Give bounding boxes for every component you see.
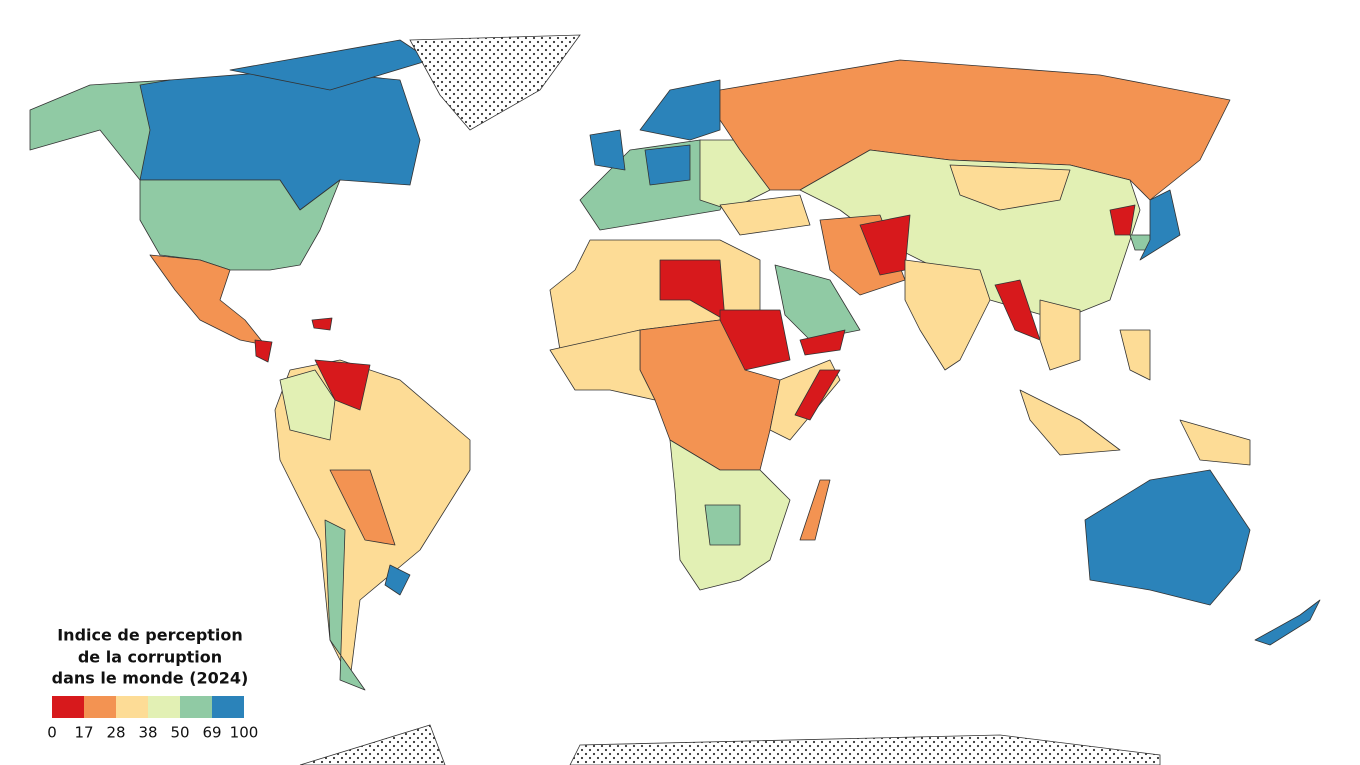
country — [1254, 599, 1321, 646]
country — [149, 254, 266, 346]
legend-swatch — [180, 696, 212, 718]
country — [904, 259, 991, 371]
legend-title: de la corruption — [78, 648, 222, 667]
legend-swatch — [148, 696, 180, 718]
no-data — [299, 724, 446, 765]
legend-swatch — [212, 696, 244, 718]
country — [314, 359, 371, 411]
country — [644, 144, 691, 186]
country — [704, 504, 741, 546]
country — [639, 79, 721, 141]
country — [589, 129, 626, 171]
legend-label: 17 — [74, 724, 93, 742]
legend-swatch — [84, 696, 116, 718]
no-data — [569, 734, 1161, 765]
legend-label: 69 — [202, 724, 221, 742]
country — [719, 194, 811, 236]
legend-swatch — [52, 696, 84, 718]
country — [384, 564, 411, 596]
country — [794, 369, 841, 421]
country — [329, 469, 396, 546]
countries — [29, 34, 1321, 765]
country — [799, 479, 831, 541]
country — [311, 317, 333, 331]
country — [1084, 469, 1251, 606]
legend-swatch — [116, 696, 148, 718]
legend-label: 38 — [138, 724, 157, 742]
country — [1039, 299, 1081, 371]
no-data — [409, 34, 581, 131]
legend: Indice de perception de la corruption da… — [47, 626, 258, 742]
legend-label: 100 — [230, 724, 259, 742]
legend-label: 28 — [106, 724, 125, 742]
country — [1019, 389, 1121, 456]
country — [139, 179, 341, 271]
legend-label: 0 — [47, 724, 57, 742]
country — [1119, 329, 1151, 381]
country — [279, 369, 336, 441]
country — [324, 519, 366, 691]
legend-label: 50 — [170, 724, 189, 742]
country — [1139, 189, 1181, 261]
legend-title: Indice de perception — [57, 626, 243, 645]
country — [659, 259, 726, 321]
country — [254, 339, 273, 363]
country — [799, 329, 846, 356]
country — [549, 329, 656, 401]
country — [1179, 419, 1251, 466]
country — [949, 164, 1071, 211]
legend-title: dans le monde (2024) — [52, 669, 249, 688]
